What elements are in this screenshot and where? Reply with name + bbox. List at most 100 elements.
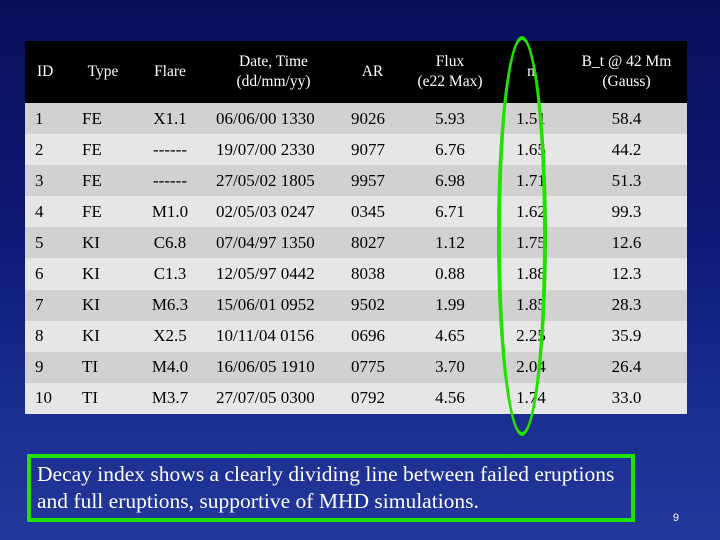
cell-bt: 51.3 [611,170,642,190]
cell-type: KI [82,264,100,284]
header-date-time: Date, Time (dd/mm/yy) [236,53,311,90]
cell-type: FE [82,170,102,190]
cell-n: 1.62 [516,201,546,221]
cell-id: 3 [35,170,44,190]
cell-flare: X2.5 [153,326,187,346]
cell-flare: ------ [153,139,187,159]
cell-flux: 3.70 [435,357,465,377]
cell-flare: C6.8 [153,232,187,252]
header-flare: Flare [154,63,186,80]
cell-flux: 4.65 [435,326,465,346]
cell-flare: M1.0 [151,201,189,221]
cell-type: FE [82,201,102,221]
cell-flux: 0.88 [435,264,465,284]
cell-bt: 33.0 [611,388,642,408]
cell-ar: 8038 [351,264,385,284]
cell-flux: 6.76 [435,139,465,159]
cell-id: 8 [35,326,44,346]
cell-type: TI [82,357,99,377]
header-flux-unit: (e22 Max) [417,73,483,90]
cell-ar: 9502 [351,295,385,315]
header-id: ID [37,63,54,80]
cell-type: KI [82,295,100,315]
cell-ar: 0775 [351,357,385,377]
header-ar: AR [361,63,384,80]
cell-n: 1.88 [516,264,546,284]
cell-date-time: 02/05/03 0247 [216,201,315,221]
page-number: 9 [672,512,679,524]
cell-ar: 9026 [351,108,385,128]
table-row: 1 FE X1.1 06/06/00 1330 9026 5.93 1.51 58.4 [25,103,687,135]
cell-bt: 35.9 [611,326,642,346]
cell-bt: 99.3 [611,201,642,221]
cell-flare: M4.0 [151,357,189,377]
header-type: Type [87,63,119,80]
cell-date-time: 27/07/05 0300 [216,388,315,408]
cell-n: 1.74 [516,388,546,408]
cell-n: 1.85 [516,295,546,315]
eruption-table-container: ID Type Flare Date, Time (dd/mm/yy) AR Fl… [25,41,687,414]
header-bt: B_t @ 42 Mm (Gauss) [581,53,672,90]
cell-flare: X1.1 [153,108,187,128]
cell-type: TI [82,388,99,408]
cell-ar: 9957 [351,170,385,190]
table-row: 8 KI X2.5 10/11/04 0156 0696 4.65 2.25 35.9 [25,320,687,352]
cell-id: 6 [35,264,44,284]
eruption-table: ID Type Flare Date, Time (dd/mm/yy) AR Fl… [25,41,687,414]
cell-n: 2.25 [516,326,546,346]
cell-date-time: 19/07/00 2330 [216,139,315,159]
cell-n: 1.65 [516,139,546,159]
header-n: n [527,63,535,80]
table-row: 2 FE ------ 19/07/00 2330 9077 6.76 1.65 44.2 [25,134,687,166]
cell-flare: M6.3 [151,295,189,315]
cell-n: 1.51 [516,108,546,128]
cell-ar: 9077 [351,139,385,159]
header-date-time-unit: (dd/mm/yy) [236,73,311,90]
cell-id: 2 [35,139,44,159]
cell-id: 9 [35,357,44,377]
cell-bt: 28.3 [611,295,642,315]
cell-date-time: 10/11/04 0156 [216,326,315,346]
cell-type: KI [82,232,100,252]
header-flux: Flux (e22 Max) [417,53,483,90]
table-body: 1 FE X1.1 06/06/00 1330 9026 5.93 1.51 58.4 2 FE -… [25,103,687,414]
cell-ar: 0345 [351,201,385,221]
header-bt-unit: (Gauss) [602,73,651,90]
cell-flux: 5.93 [435,108,465,128]
table-row: 6 KI C1.3 12/05/97 0442 8038 0.88 1.88 12.3 [25,258,687,290]
table-header-row: ID Type Flare Date, Time (dd/mm/yy) AR Fl… [25,41,687,103]
table-row: 4 FE M1.0 02/05/03 0247 0345 6.71 1.62 99.3 [25,196,687,228]
cell-flare: ------ [153,170,187,190]
cell-bt: 58.4 [611,108,642,128]
cell-n: 1.71 [516,170,546,190]
cell-flux: 1.12 [435,232,465,252]
cell-bt: 44.2 [611,139,642,159]
table-row: 7 KI M6.3 15/06/01 0952 9502 1.99 1.85 28.3 [25,289,687,321]
cell-date-time: 07/04/97 1350 [216,232,315,252]
cell-date-time: 06/06/00 1330 [216,108,315,128]
cell-flare: M3.7 [151,388,189,408]
cell-id: 10 [35,388,52,408]
cell-id: 5 [35,232,44,252]
cell-bt: 12.6 [611,232,642,252]
table-row: 5 KI C6.8 07/04/97 1350 8027 1.12 1.75 12.6 [25,227,687,259]
cell-ar: 0696 [351,326,385,346]
cell-bt: 26.4 [611,357,642,377]
cell-type: KI [82,326,100,346]
cell-ar: 8027 [351,232,385,252]
cell-ar: 0792 [351,388,385,408]
table-row: 3 FE ------ 27/05/02 1805 9957 6.98 1.71 51.3 [25,165,687,197]
table-row: 10 TI M3.7 27/07/05 0300 0792 4.56 1.74 33.0 [25,382,687,414]
cell-flare: C1.3 [153,264,187,284]
cell-type: FE [82,108,102,128]
cell-id: 1 [35,108,44,128]
cell-type: FE [82,139,102,159]
cell-date-time: 16/06/05 1910 [216,357,315,377]
cell-flux: 4.56 [435,388,465,408]
cell-date-time: 15/06/01 0952 [216,295,315,315]
caption-box: Decay index shows a clearly dividing lin… [27,454,635,522]
cell-flux: 6.98 [435,170,465,190]
cell-date-time: 27/05/02 1805 [216,170,315,190]
cell-flux: 6.71 [435,201,465,221]
